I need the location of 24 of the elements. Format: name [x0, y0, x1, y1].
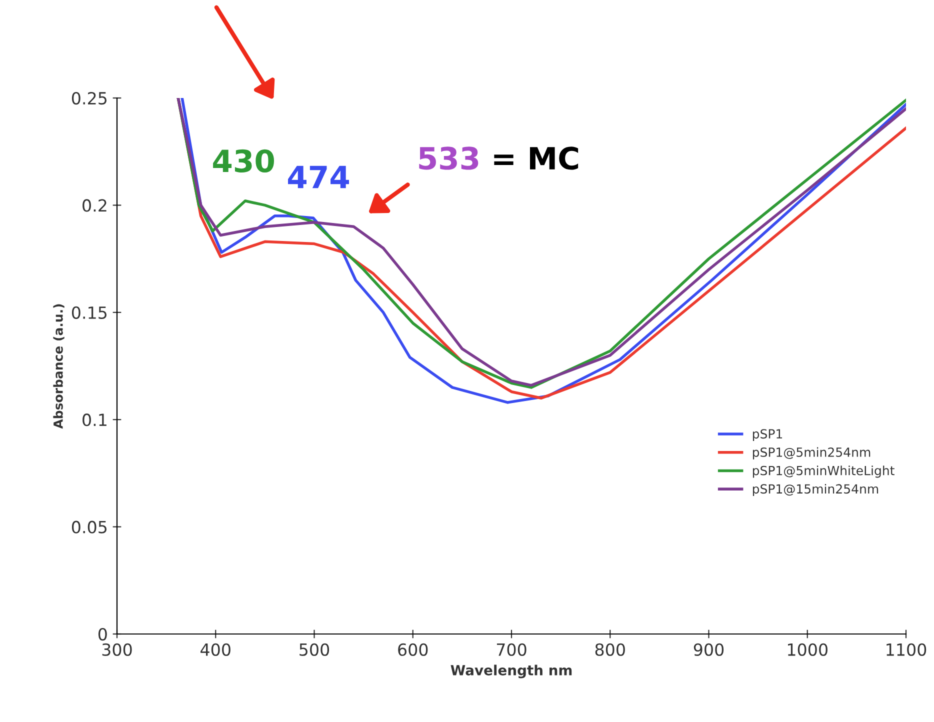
legend-label: pSP1@15min254nm	[752, 484, 878, 496]
x-tick-label: 1000	[788, 643, 828, 656]
x-tick-label: 400	[200, 643, 230, 656]
annotation: 533 = MC	[419, 146, 578, 170]
x-tick-label: 1100	[886, 643, 926, 656]
x-axis-title: Wavelength nm	[450, 664, 572, 678]
x-tick-label: 900	[694, 643, 724, 656]
x-tick-label: 500	[300, 643, 330, 656]
legend-label: pSP1@5minWhiteLight	[752, 466, 894, 478]
y-axis-title: Absorbance (a.u.)	[53, 304, 64, 429]
x-tick-label: 800	[595, 643, 625, 656]
legend-label: pSP1@5min254nm	[752, 447, 870, 460]
y-tick-label: 0.15	[72, 306, 107, 319]
y-tick-label: 0.05	[72, 520, 107, 534]
y-tick-label: 0.2	[82, 199, 106, 212]
y-tick-label: 0.1	[82, 414, 106, 426]
x-tick-label: 600	[398, 643, 428, 656]
legend-label: pSP1	[752, 429, 782, 442]
y-tick-label: 0.25	[72, 92, 107, 105]
annotation: 430	[213, 149, 274, 172]
x-tick-label: 300	[102, 643, 132, 656]
y-tick-label: 0	[98, 628, 107, 641]
x-tick-label: 700	[496, 643, 526, 656]
annotation: 474	[288, 166, 350, 188]
